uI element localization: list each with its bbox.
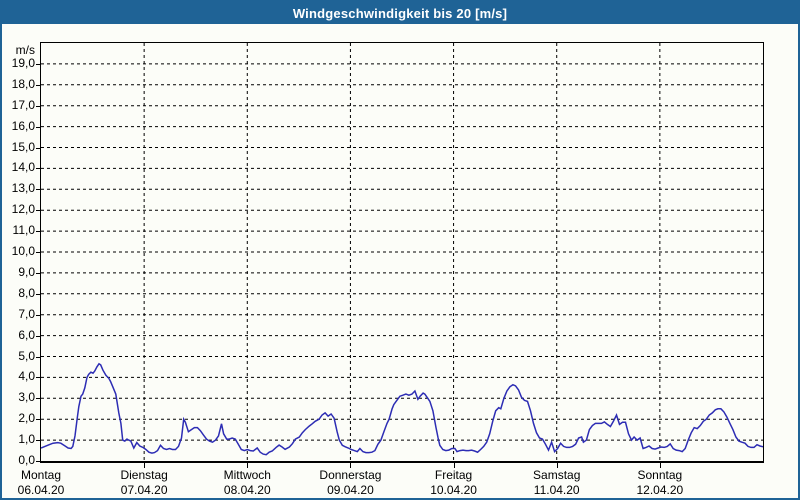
day-label: Dienstag	[120, 468, 168, 482]
y-axis-label: 4,0	[18, 369, 35, 384]
y-axis-label: 10,0	[11, 244, 35, 258]
y-axis-tick	[36, 293, 40, 295]
y-axis-tick	[36, 210, 40, 212]
day-label: Donnerstag	[319, 468, 382, 482]
y-axis-tick	[36, 63, 40, 65]
title-bar: Windgeschwindigkeit bis 20 [m/s]	[2, 2, 798, 24]
y-axis-tick	[36, 356, 40, 358]
date-label: 12.04.20	[636, 483, 684, 497]
y-axis-tick	[36, 272, 40, 274]
y-axis-label: 3,0	[18, 390, 35, 405]
y-axis-label: 5,0	[18, 348, 35, 363]
y-axis-tick	[36, 314, 40, 316]
y-axis-label: 11,0	[12, 223, 35, 238]
date-label: 11.04.20	[533, 483, 580, 497]
y-axis-tick	[36, 252, 40, 253]
y-axis-label: 1,0	[18, 432, 35, 447]
x-axis-tick	[453, 463, 455, 468]
wind-speed-line	[41, 362, 763, 456]
y-axis-tick	[36, 189, 40, 191]
day-label: Mittwoch	[223, 468, 271, 482]
day-label: Samstag	[533, 468, 581, 482]
y-axis-tick	[36, 126, 40, 128]
date-label: 08.04.20	[223, 483, 271, 497]
y-axis-tick	[36, 461, 40, 462]
y-axis-label: 16,0	[11, 118, 35, 133]
y-axis-tick	[36, 168, 40, 170]
date-label: 09.04.20	[327, 483, 374, 497]
plot-area	[40, 42, 764, 463]
y-axis-tick	[36, 398, 40, 400]
y-axis-label: 0,0	[18, 453, 35, 467]
date-label: 10.04.20	[430, 483, 477, 497]
y-axis-label: 12,0	[11, 202, 35, 217]
x-axis-tick	[659, 463, 661, 468]
y-axis-label: 8,0	[18, 285, 35, 300]
chart-title: Windgeschwindigkeit bis 20 [m/s]	[292, 5, 508, 21]
y-axis-label: 2,0	[18, 411, 35, 426]
y-axis-tick	[36, 84, 40, 86]
date-label: 07.04.20	[120, 483, 168, 497]
y-axis-unit-label: m/s	[15, 43, 35, 57]
y-axis-label: 17,0	[11, 97, 35, 112]
y-axis-tick	[36, 105, 40, 107]
y-axis-label: 14,0	[11, 160, 35, 175]
y-axis-tick	[36, 419, 40, 421]
y-axis-label: 13,0	[11, 181, 35, 196]
y-axis-tick	[36, 440, 40, 442]
y-axis-tick	[36, 231, 40, 233]
day-label: Freitag	[434, 468, 473, 482]
x-axis-tick	[247, 463, 249, 468]
y-axis-label: 7,0	[18, 306, 35, 321]
y-axis-tick	[36, 377, 40, 379]
x-axis-tick	[556, 463, 558, 468]
y-axis-label: 9,0	[18, 264, 35, 279]
y-axis-label: 19,0	[11, 55, 35, 70]
day-label: Sonntag	[637, 468, 683, 482]
date-label: 06.04.20	[17, 483, 65, 497]
y-axis-label: 6,0	[18, 327, 35, 342]
x-axis-tick	[350, 463, 352, 468]
y-axis-label: 15,0	[11, 139, 35, 154]
y-axis-tick	[36, 147, 40, 149]
x-axis-tick	[144, 463, 146, 468]
wind-speed-chart	[41, 43, 763, 461]
y-axis-label: 18,0	[11, 76, 35, 91]
y-axis-tick	[36, 335, 40, 337]
day-label: Montag	[20, 468, 62, 482]
